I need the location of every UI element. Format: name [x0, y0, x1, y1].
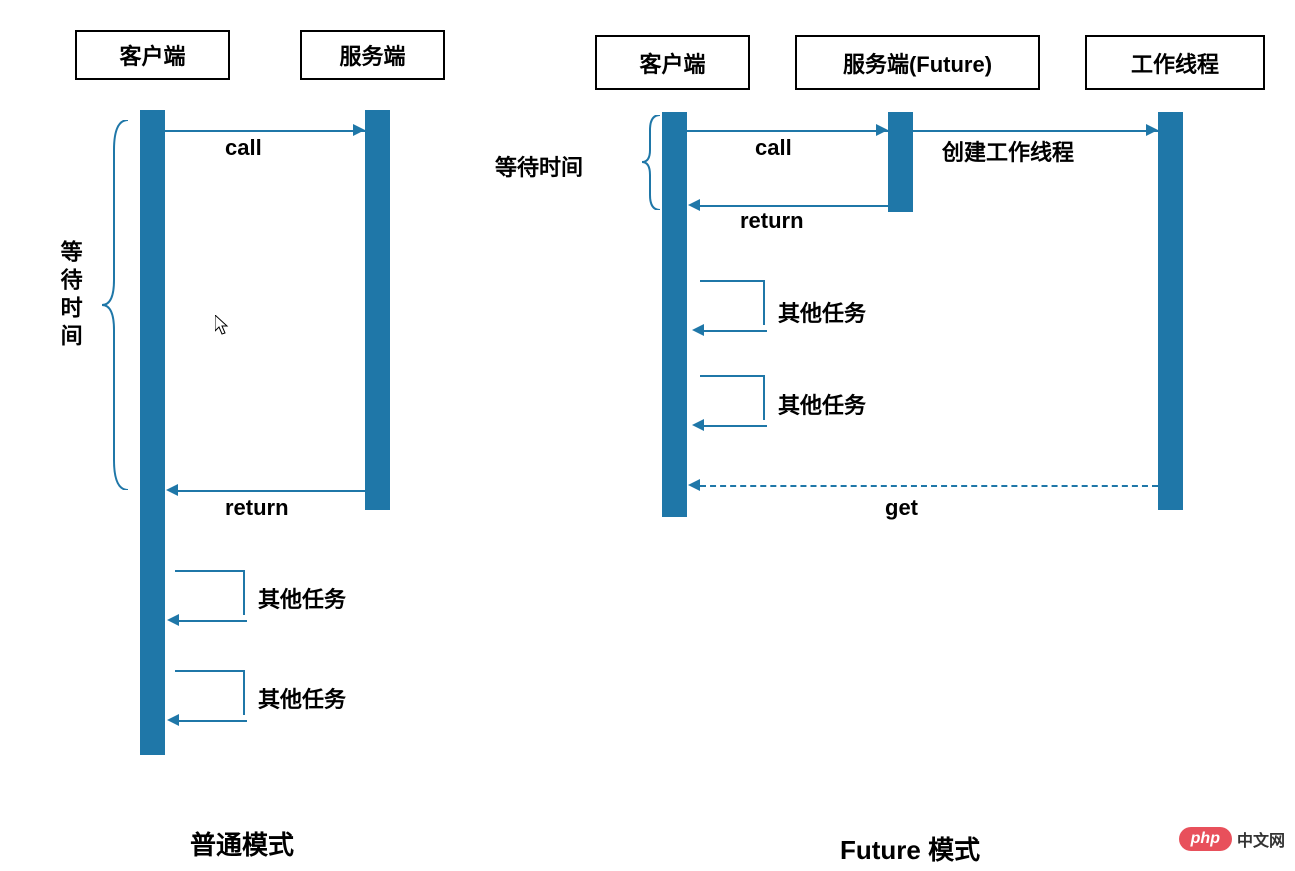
left-loop2-label: 其他任务: [258, 682, 346, 714]
left-server-lifeline: [365, 110, 390, 510]
left-client-label: 客户端: [119, 39, 185, 71]
right-loop1-arrowline: [704, 330, 767, 332]
right-brace-icon: [640, 115, 662, 210]
left-server-label: 服务端: [339, 39, 405, 71]
left-client-lifeline: [140, 110, 165, 755]
left-return-arrow: [178, 490, 365, 492]
right-create-arrow: [913, 130, 1158, 132]
right-get-arrow: [700, 485, 1158, 487]
right-worker-lifeline: [1158, 112, 1183, 510]
right-return-arrowhead-icon: [688, 199, 700, 211]
right-get-arrowhead-icon: [688, 479, 700, 491]
left-server-node: 服务端: [300, 30, 445, 80]
right-server-lifeline: [888, 112, 913, 212]
left-loop1-box: [175, 570, 245, 615]
right-return-arrow: [700, 205, 888, 207]
right-return-label: return: [740, 208, 804, 234]
left-return-arrowhead-icon: [166, 484, 178, 496]
right-loop1-label: 其他任务: [778, 296, 866, 328]
right-loop2-box: [700, 375, 765, 420]
right-loop2-arrowline: [704, 425, 767, 427]
right-worker-label: 工作线程: [1131, 47, 1219, 79]
left-loop2-arrowline: [179, 720, 247, 722]
left-client-node: 客户端: [75, 30, 230, 80]
left-loop2-arrowhead-icon: [167, 714, 179, 726]
right-client-node: 客户端: [595, 35, 750, 90]
right-worker-node: 工作线程: [1085, 35, 1265, 90]
left-call-arrow: [165, 130, 365, 132]
right-client-label: 客户端: [639, 47, 705, 79]
right-call-arrowhead-icon: [876, 124, 888, 136]
right-wait-label: 等待时间: [495, 150, 583, 182]
right-server-node: 服务端(Future): [795, 35, 1040, 90]
left-return-label: return: [225, 495, 289, 521]
right-loop2-label: 其他任务: [778, 388, 866, 420]
right-title: Future 模式: [840, 830, 980, 867]
right-call-arrow: [687, 130, 888, 132]
left-call-arrowhead-icon: [353, 124, 365, 136]
left-brace-icon: [100, 120, 130, 490]
left-loop1-arrowhead-icon: [167, 614, 179, 626]
right-loop2-arrowhead-icon: [692, 419, 704, 431]
watermark: php 中文网: [1179, 827, 1285, 851]
left-call-label: call: [225, 135, 262, 161]
right-client-lifeline: [662, 112, 687, 517]
left-loop1-arrowline: [179, 620, 247, 622]
watermark-badge: php: [1179, 827, 1232, 851]
right-create-label: 创建工作线程: [942, 135, 1074, 167]
left-wait-text: 等待时间: [58, 240, 83, 352]
left-wait-label: 等待时间: [55, 240, 84, 352]
left-title: 普通模式: [190, 825, 294, 862]
right-get-label: get: [885, 495, 918, 521]
right-loop1-arrowhead-icon: [692, 324, 704, 336]
right-loop1-box: [700, 280, 765, 325]
left-loop1-label: 其他任务: [258, 582, 346, 614]
watermark-text: 中文网: [1237, 827, 1285, 851]
right-call-label: call: [755, 135, 792, 161]
cursor-icon: [215, 315, 231, 340]
right-server-label: 服务端(Future): [843, 47, 992, 79]
right-create-arrowhead-icon: [1146, 124, 1158, 136]
left-loop2-box: [175, 670, 245, 715]
